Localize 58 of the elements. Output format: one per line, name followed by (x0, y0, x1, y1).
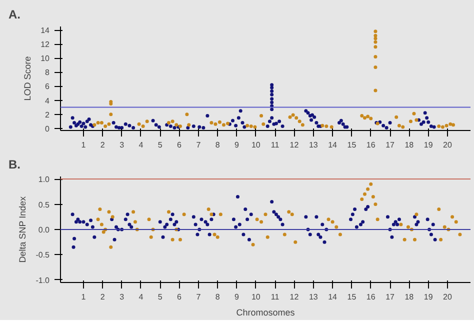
y-tick-label: 0.0 (38, 226, 50, 234)
x-tick-label: 9 (234, 292, 240, 302)
x-tick-label: 8 (215, 292, 220, 302)
x-tick-label: 10 (251, 292, 261, 302)
x-tick-label: 16 (366, 140, 376, 150)
y-tick-label: -1.0 (36, 276, 50, 285)
x-tick-label: 18 (404, 292, 414, 302)
y-tick-label: 4 (45, 96, 50, 106)
x-tick-label: 7 (196, 140, 202, 150)
y-tick-label: 0 (45, 124, 50, 134)
y-tick-label: -0.5 (36, 250, 50, 260)
x-tick-label: 11 (270, 140, 280, 150)
y-tick-label: 10 (40, 54, 50, 64)
x-tick-label: 12 (290, 140, 300, 150)
x-tick-label: 5 (158, 292, 163, 302)
x-tick-label: 19 (424, 292, 434, 302)
x-tick-label: 3 (120, 292, 125, 302)
y-tick-label: 0.5 (38, 200, 50, 210)
y-tick-label: 8 (45, 68, 50, 78)
x-tick-label: 6 (177, 140, 182, 150)
y-tick-label: 6 (45, 82, 50, 92)
x-tick-label: 2 (100, 292, 106, 302)
y-tick-label: 1.0 (38, 175, 50, 184)
chart-title: B. (8, 158, 20, 172)
chart-title: A. (8, 8, 20, 22)
x-tick-label: 15 (347, 292, 357, 302)
y-tick-label: 12 (40, 40, 50, 50)
x-tick-label: 11 (270, 292, 280, 302)
x-tick-label: 3 (120, 140, 125, 150)
x-tick-label: 9 (234, 140, 240, 150)
x-tick-label: 1 (81, 140, 86, 150)
x-tick-label: 2 (100, 140, 106, 150)
y-axis-title: LOD Score (22, 56, 33, 101)
x-tick-label: 14 (328, 140, 338, 150)
x-tick-label: 8 (215, 140, 220, 150)
y-tick-label: 2 (45, 110, 50, 120)
x-tick-label: 20 (443, 140, 453, 150)
x-tick-label: 1 (81, 292, 86, 302)
x-tick-label: 5 (158, 140, 163, 150)
x-tick-label: 13 (308, 292, 318, 302)
x-tick-label: 15 (347, 140, 357, 150)
x-tick-label: 13 (308, 140, 318, 150)
y-tick-label: 14 (40, 26, 50, 36)
x-tick-label: 18 (404, 140, 414, 150)
x-tick-label: 6 (177, 292, 182, 302)
x-axis-title: Chromosomes (236, 308, 296, 318)
x-tick-label: 19 (424, 140, 434, 150)
x-tick-label: 14 (328, 292, 338, 302)
x-tick-label: 4 (138, 292, 144, 302)
x-tick-label: 16 (366, 292, 376, 302)
x-tick-label: 4 (138, 140, 144, 150)
x-tick-label: 10 (251, 140, 261, 150)
x-tick-label: 7 (196, 292, 202, 302)
y-axis-title: Delta SNP Index (18, 196, 28, 263)
x-tick-label: 17 (386, 292, 396, 302)
x-tick-label: 17 (386, 140, 396, 150)
x-tick-label: 12 (290, 292, 300, 302)
x-tick-label: 20 (443, 292, 453, 302)
